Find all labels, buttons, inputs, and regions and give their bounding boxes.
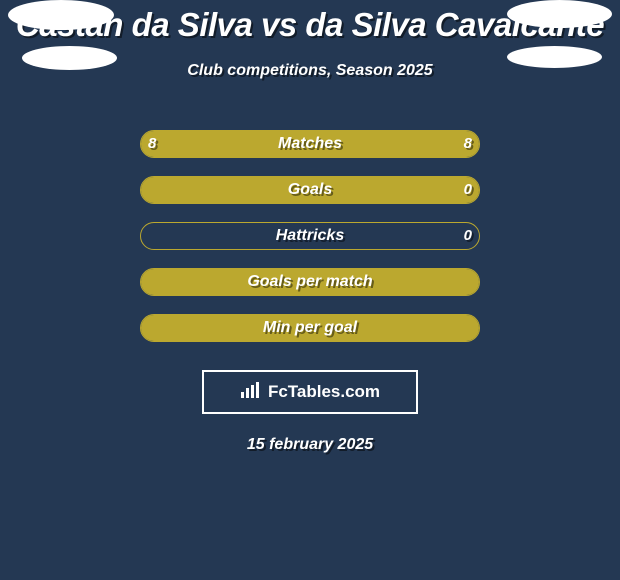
- stat-left-value: 8: [148, 130, 156, 158]
- date-label: 15 february 2025: [0, 436, 620, 454]
- bar-track: [140, 130, 480, 158]
- player-left-marker-icon: [8, 0, 114, 30]
- stat-row: Goals per match: [0, 268, 620, 314]
- chart-icon: [240, 381, 262, 404]
- bar-track: [140, 176, 480, 204]
- stat-row: 8 Matches 8: [0, 130, 620, 176]
- stat-right-value: 0: [464, 222, 472, 250]
- bar-track: [140, 268, 480, 296]
- stat-right-value: 0: [464, 176, 472, 204]
- logo-text-rest: Tables.com: [288, 382, 380, 401]
- logo-text-bold: Fc: [268, 382, 288, 401]
- player-right-marker-icon: [507, 46, 602, 68]
- logo-text: FcTables.com: [268, 382, 380, 402]
- bar-track: [140, 314, 480, 342]
- stat-row: Hattricks 0: [0, 222, 620, 268]
- bar-left-fill: [141, 177, 479, 203]
- stat-row: Goals 0: [0, 176, 620, 222]
- player-right-marker-icon: [507, 0, 612, 28]
- stat-right-value: 8: [464, 130, 472, 158]
- player-left-marker-icon: [22, 46, 117, 70]
- stat-row: Min per goal: [0, 314, 620, 360]
- bar-right-fill: [310, 131, 479, 157]
- bar-left-fill: [141, 269, 479, 295]
- comparison-chart: 8 Matches 8 Goals 0 Hattricks 0 Goals pe…: [0, 130, 620, 360]
- fctables-logo[interactable]: FcTables.com: [202, 370, 418, 414]
- bar-track: [140, 222, 480, 250]
- bar-left-fill: [141, 315, 479, 341]
- bar-left-fill: [141, 131, 310, 157]
